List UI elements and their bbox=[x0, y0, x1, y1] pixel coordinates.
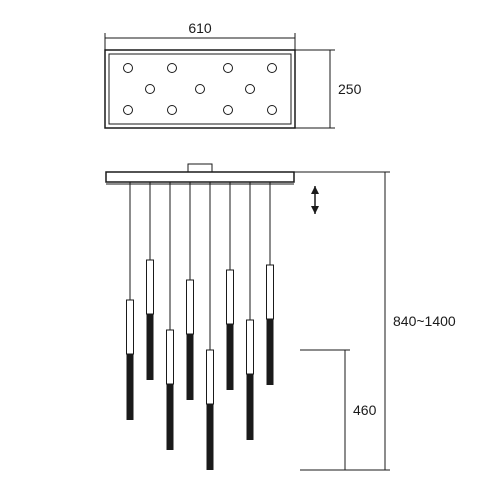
technical-drawing: 610 250 840~1400 460 bbox=[0, 0, 500, 500]
dim-pendant-length: 460 bbox=[353, 402, 377, 418]
dim-canopy-depth: 250 bbox=[338, 81, 362, 97]
dim-total-height: 840~1400 bbox=[393, 313, 456, 329]
dim-canopy-width: 610 bbox=[188, 20, 212, 36]
